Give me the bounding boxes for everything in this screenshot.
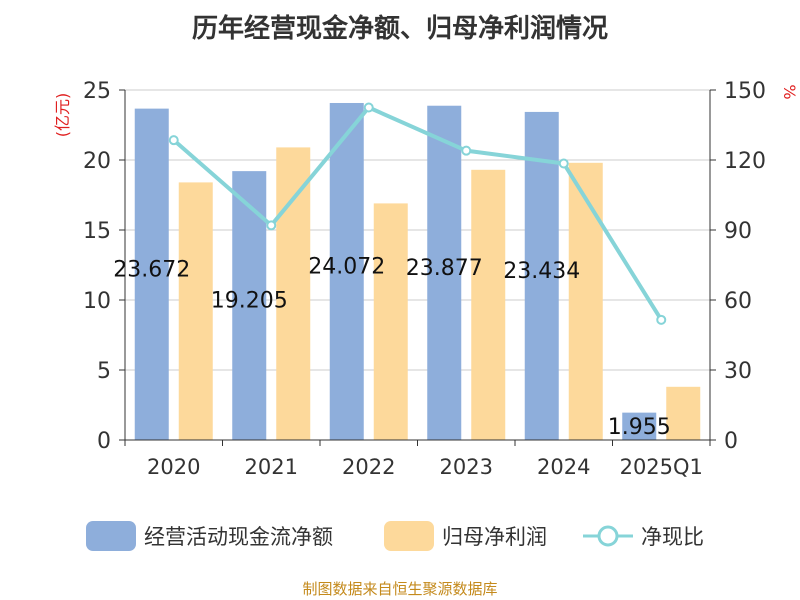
bar-cashflow — [134, 108, 169, 441]
data-label-cashflow: 1.955 — [608, 415, 671, 440]
data-label-cashflow: 23.672 — [113, 257, 190, 282]
left-tick-label: 25 — [83, 79, 111, 104]
left-tick-label: 0 — [97, 429, 111, 454]
data-label-cashflow: 24.072 — [308, 254, 385, 279]
data-label-cashflow: 23.434 — [503, 259, 580, 284]
legend-item-net-profit[interactable]: 归母净利润 — [384, 518, 547, 554]
x-tick-label: 2025Q1 — [620, 455, 703, 479]
ratio-point — [461, 145, 472, 156]
chart-title: 历年经营现金净额、归母净利润情况 — [191, 14, 608, 44]
ratio-point — [363, 102, 374, 113]
data-label-cashflow: 19.205 — [211, 289, 288, 314]
x-tick-label: 2020 — [147, 455, 200, 479]
bar-net-profit — [666, 386, 701, 440]
x-tick-label: 2024 — [537, 455, 590, 479]
right-tick-label: 90 — [724, 219, 752, 244]
right-tick-label: 150 — [724, 79, 766, 104]
data-labels: 23.672 19.205 24.072 23.877 23.434 1.955 — [113, 254, 670, 440]
legend-item-ratio[interactable]: 净现比 — [583, 518, 704, 554]
y-right-axis-label: % — [780, 84, 799, 99]
x-tick-label: 2022 — [342, 455, 395, 479]
bar-net-profit — [471, 169, 506, 441]
bars — [134, 102, 701, 441]
legend-label-ratio: 净现比 — [641, 525, 704, 549]
legend-label-net-profit: 归母净利润 — [442, 525, 547, 549]
legend-swatch-cashflow — [86, 521, 136, 551]
right-tick-label: 120 — [724, 149, 766, 174]
legend-label-cashflow: 经营活动现金流净额 — [144, 525, 333, 549]
bar-cashflow — [524, 111, 559, 440]
bar-cashflow — [622, 412, 657, 440]
ratio-line-path — [172, 105, 663, 321]
axes: 0 5 10 15 20 25 0 30 60 90 120 150 (亿元)% 2020 2021 2022… — [53, 79, 799, 479]
x-tick-label: 2023 — [440, 455, 493, 479]
ratio-point — [656, 314, 667, 325]
left-tick-label: 20 — [83, 149, 111, 174]
bar-cashflow — [427, 105, 462, 441]
y-left-axis-label: (亿元) — [53, 93, 72, 138]
left-tick-label: 5 — [97, 359, 111, 384]
legend-item-cashflow[interactable]: 经营活动现金流净额 — [86, 518, 333, 554]
data-label-cashflow: 23.877 — [406, 256, 483, 281]
bar-net-profit — [373, 203, 408, 440]
ratio-point — [558, 158, 569, 169]
source-note: 制图数据来自恒生聚源数据库 — [302, 580, 498, 598]
legend-swatch-net-profit — [384, 521, 434, 551]
ratio-point — [168, 135, 179, 146]
ratio-point — [266, 220, 277, 231]
bar-net-profit — [178, 182, 213, 440]
right-tick-label: 60 — [724, 289, 752, 314]
gridlines — [125, 89, 710, 371]
ratio-line — [168, 102, 667, 325]
right-tick-label: 30 — [724, 359, 752, 384]
bar-net-profit — [568, 162, 603, 441]
left-tick-label: 10 — [83, 289, 111, 314]
left-tick-label: 15 — [83, 219, 111, 244]
bar-cashflow — [329, 102, 364, 440]
legend-line-marker-icon — [583, 525, 633, 547]
right-tick-label: 0 — [724, 429, 738, 454]
x-tick-label: 2021 — [245, 455, 298, 479]
